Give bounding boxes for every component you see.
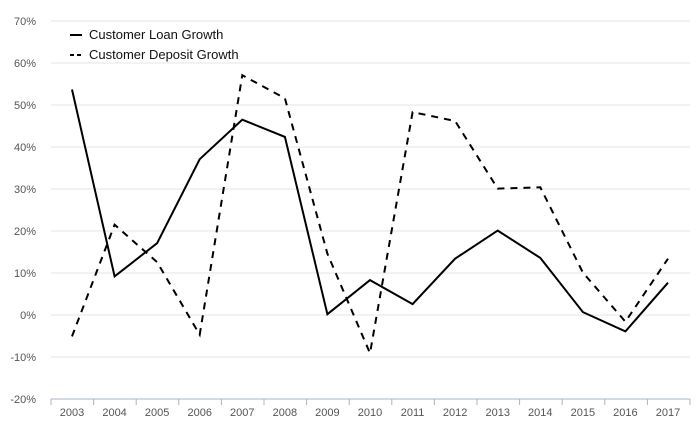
data-point-customer-deposit-growth xyxy=(410,109,416,115)
data-point-customer-loan-growth xyxy=(580,309,586,315)
data-point-customer-loan-growth xyxy=(69,86,75,92)
x-tick-label: 2010 xyxy=(358,407,382,419)
x-axis-tick-labels: 2003 2004 2005 2006 2007 2008 2009 2010 2011 2012… xyxy=(60,407,680,419)
x-tick-label: 2004 xyxy=(102,407,126,419)
data-point-customer-deposit-growth xyxy=(197,332,203,338)
y-tick-label: 50% xyxy=(14,100,36,112)
x-tick-label: 2007 xyxy=(230,407,254,419)
y-tick-label: -20% xyxy=(10,394,36,406)
y-tick-label: 10% xyxy=(14,268,36,280)
x-tick-label: 2011 xyxy=(401,407,425,419)
data-point-customer-deposit-growth xyxy=(282,95,288,101)
x-tick-label: 2006 xyxy=(187,407,211,419)
data-point-customer-deposit-growth xyxy=(324,251,330,257)
data-point-customer-deposit-growth xyxy=(367,350,373,356)
x-tick-label: 2017 xyxy=(656,407,680,419)
x-tick-label: 2016 xyxy=(613,407,637,419)
data-point-customer-deposit-growth xyxy=(665,256,671,262)
data-point-customer-deposit-growth xyxy=(495,186,501,192)
x-tick-label: 2009 xyxy=(315,407,339,419)
gridlines xyxy=(51,20,690,358)
y-tick-label: 70% xyxy=(14,16,36,28)
x-tick-label: 2012 xyxy=(443,407,467,419)
data-point-customer-deposit-growth xyxy=(622,319,628,325)
data-point-customer-loan-growth xyxy=(154,240,160,246)
x-tick-label: 2015 xyxy=(571,407,595,419)
data-point-customer-loan-growth xyxy=(112,273,118,279)
y-tick-label: -10% xyxy=(10,352,36,364)
data-point-customer-deposit-growth xyxy=(580,270,586,276)
data-point-customer-deposit-growth xyxy=(154,259,160,265)
x-tick-label: 2013 xyxy=(485,407,509,419)
data-point-customer-loan-growth xyxy=(282,134,288,140)
x-tick-label: 2003 xyxy=(60,407,84,419)
data-point-customer-deposit-growth xyxy=(452,118,458,124)
data-point-customer-deposit-growth xyxy=(69,333,75,339)
data-point-customer-loan-growth xyxy=(197,156,203,162)
series-line-customer-loan-growth xyxy=(71,89,669,333)
y-tick-label: 30% xyxy=(14,184,36,196)
x-tick-label: 2014 xyxy=(528,407,552,419)
data-point-customer-deposit-growth xyxy=(112,222,118,228)
data-point-customer-loan-growth xyxy=(665,280,671,286)
data-point-customer-loan-growth xyxy=(324,311,330,317)
data-point-customer-loan-growth xyxy=(239,117,245,123)
y-tick-label: 60% xyxy=(14,58,36,70)
y-tick-label: 40% xyxy=(14,142,36,154)
data-point-customer-loan-growth xyxy=(410,301,416,307)
data-point-customer-loan-growth xyxy=(367,277,373,283)
data-point-customer-loan-growth xyxy=(537,255,543,261)
legend-label: Customer Loan Growth xyxy=(89,27,223,42)
data-point-customer-loan-growth xyxy=(495,228,501,234)
series-line-customer-deposit-growth xyxy=(71,73,669,357)
y-tick-label: 20% xyxy=(14,226,36,238)
data-point-customer-loan-growth xyxy=(452,256,458,262)
x-tick-label: 2008 xyxy=(273,407,297,419)
y-axis-tick-labels: -20% -10% 0% 10% 20% 30% 40% 50% 60% 70% xyxy=(10,16,36,406)
series-lines xyxy=(69,72,671,357)
data-point-customer-deposit-growth xyxy=(239,72,245,78)
data-point-customer-loan-growth xyxy=(622,328,628,334)
data-point-customer-deposit-growth xyxy=(537,184,543,190)
legend: Customer Loan Growth Customer Deposit Gro… xyxy=(70,27,239,62)
x-axis xyxy=(50,398,691,405)
y-tick-label: 0% xyxy=(20,310,36,322)
legend-label: Customer Deposit Growth xyxy=(89,47,239,62)
x-tick-label: 2005 xyxy=(145,407,169,419)
